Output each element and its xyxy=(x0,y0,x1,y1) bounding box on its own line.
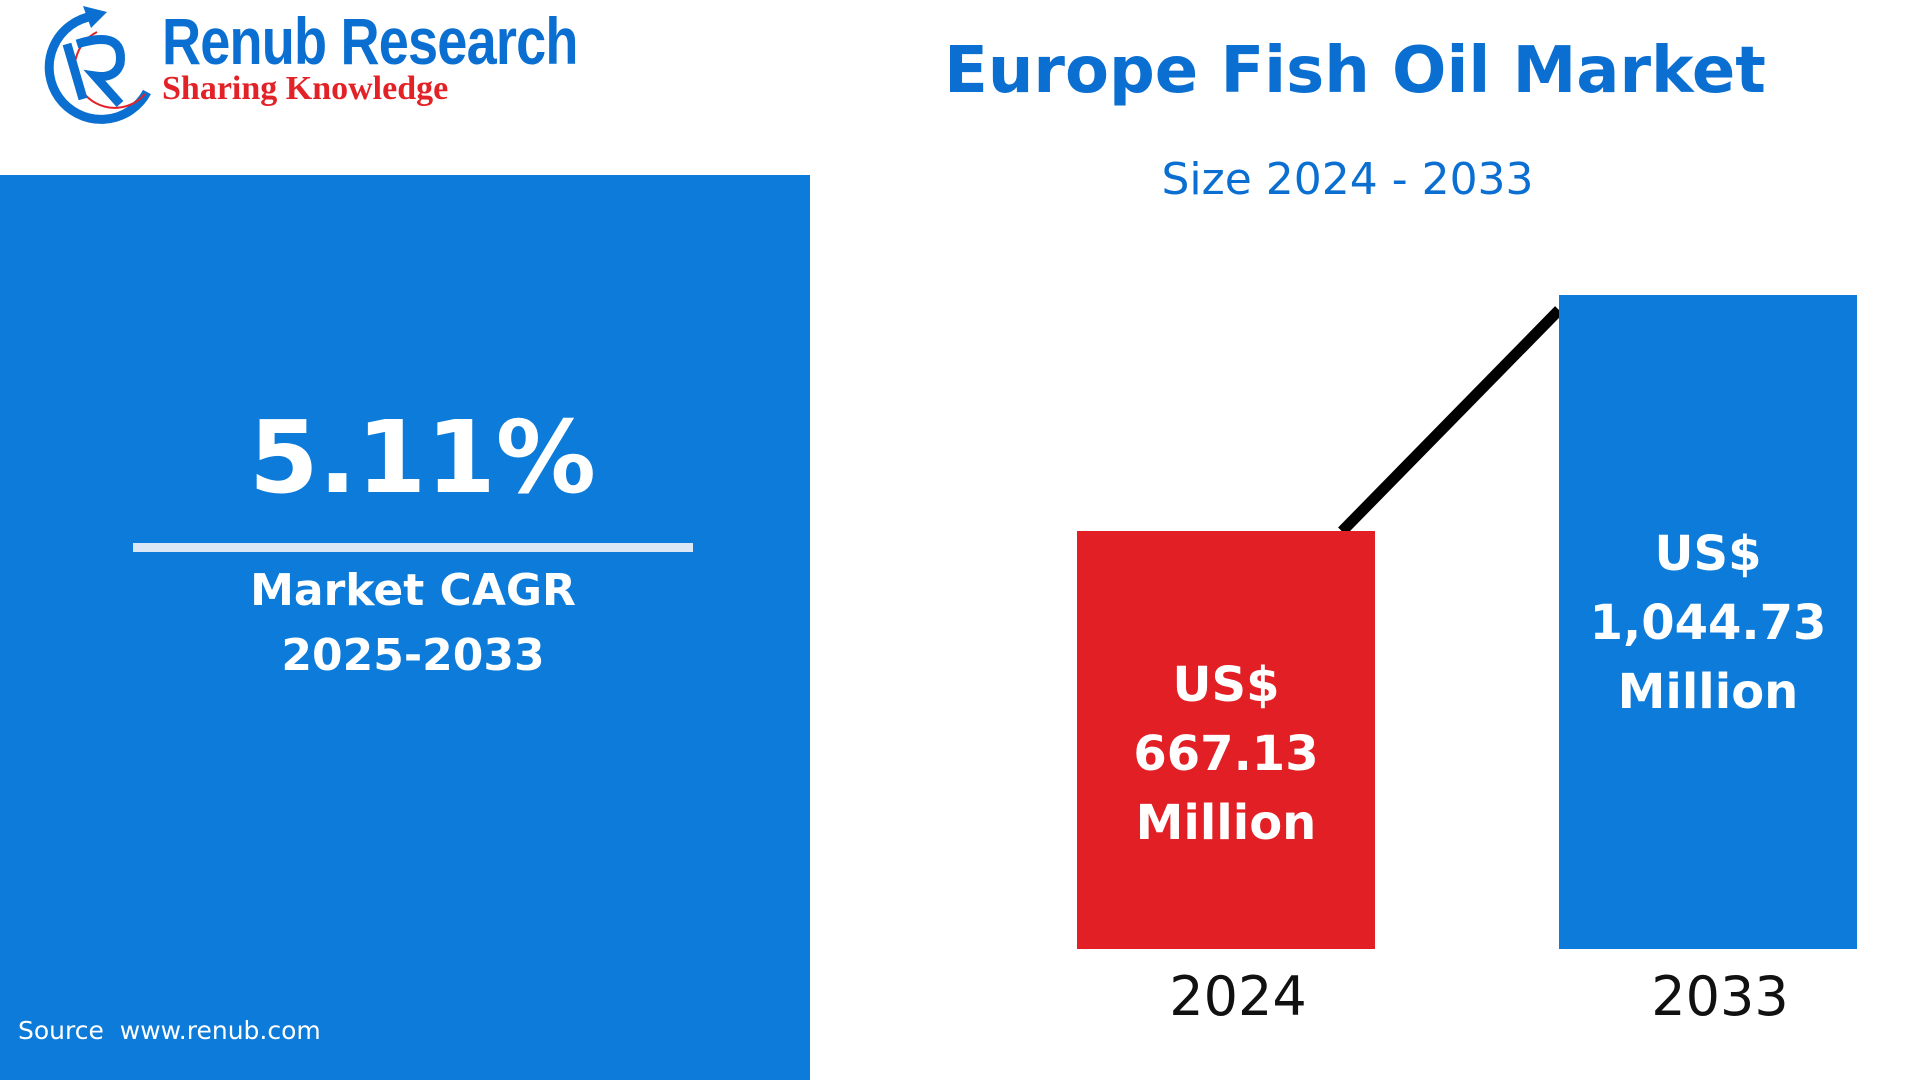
bar-2033 xyxy=(1559,295,1857,949)
cagr-label-line1: Market CAGR xyxy=(250,565,576,616)
cagr-divider xyxy=(133,543,693,552)
cagr-label: Market CAGR 2025-2033 xyxy=(0,558,826,688)
x-tick-label: 2024 xyxy=(1169,965,1307,1028)
logo-name: Renub Research xyxy=(162,4,578,78)
chart-title: Europe Fish Oil Market xyxy=(944,34,1766,108)
logo-tagline: Sharing Knowledge xyxy=(162,70,449,107)
bar-data-label: US$ 1,044.73 Million xyxy=(1559,520,1857,727)
bar-data-label-line: 1,044.73 xyxy=(1589,595,1827,651)
bar-data-label-line: Million xyxy=(1135,795,1317,852)
cagr-value: 5.11% xyxy=(249,399,596,516)
bar-2024 xyxy=(1077,531,1375,949)
source-text: Source www.renub.com xyxy=(18,1016,321,1045)
bar-data-label-line: Million xyxy=(1617,664,1799,720)
bar-data-label: US$ 667.13 Million xyxy=(1077,651,1375,858)
cagr-panel xyxy=(0,175,810,1080)
bar-data-label-line: 667.13 xyxy=(1133,726,1319,783)
trend-line xyxy=(1338,306,1563,536)
cagr-label-line2: 2025-2033 xyxy=(281,630,545,681)
x-tick-label: 2033 xyxy=(1651,965,1789,1028)
bar-data-label-line: US$ xyxy=(1654,526,1762,582)
renub-logo-icon xyxy=(44,6,151,124)
bar-data-label-line: US$ xyxy=(1172,657,1280,714)
chart-subtitle: Size 2024 - 2033 xyxy=(1161,154,1534,205)
